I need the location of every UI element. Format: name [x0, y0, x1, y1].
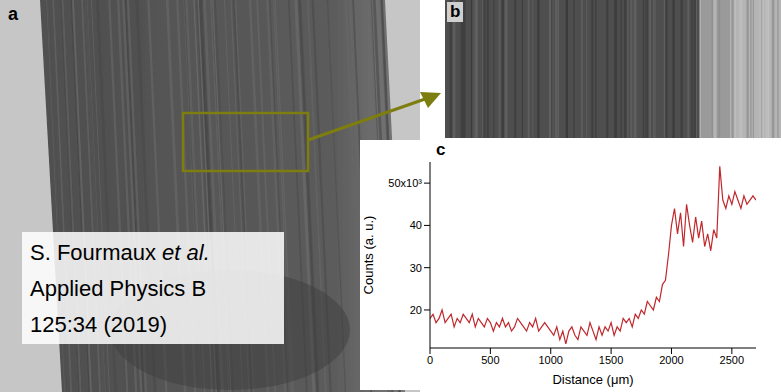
svg-text:40: 40: [410, 219, 422, 231]
svg-text:20: 20: [410, 304, 422, 316]
svg-text:0: 0: [427, 354, 433, 366]
svg-text:1000: 1000: [538, 354, 562, 366]
svg-text:S. Fourmaux et al.: S. Fourmaux et al.: [30, 240, 210, 265]
svg-text:Applied Physics B: Applied Physics B: [30, 276, 206, 301]
svg-text:b: b: [450, 2, 460, 21]
svg-text:125:34 (2019): 125:34 (2019): [30, 312, 167, 337]
svg-text:2000: 2000: [659, 354, 683, 366]
svg-text:2500: 2500: [720, 354, 744, 366]
svg-text:Distance (μm): Distance (μm): [552, 372, 633, 387]
svg-text:1500: 1500: [599, 354, 623, 366]
svg-text:Counts (a. u.): Counts (a. u.): [361, 216, 376, 295]
html-text:c: c: [436, 140, 446, 159]
svg-text:50x10³: 50x10³: [388, 177, 422, 189]
svg-text:500: 500: [481, 354, 499, 366]
svg-text:30: 30: [410, 262, 422, 274]
svg-text:a: a: [8, 4, 19, 24]
